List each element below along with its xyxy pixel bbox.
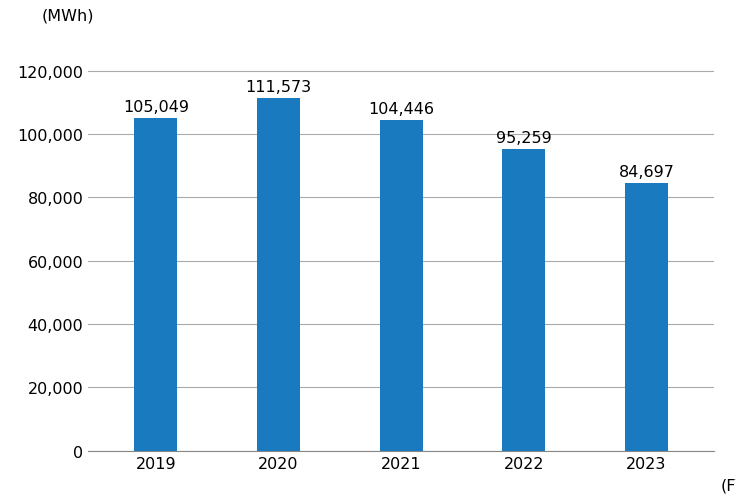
Bar bbox=[257, 98, 300, 451]
Text: (FY): (FY) bbox=[720, 477, 736, 492]
Text: 111,573: 111,573 bbox=[245, 80, 311, 95]
Text: 104,446: 104,446 bbox=[368, 102, 434, 117]
Text: 105,049: 105,049 bbox=[123, 100, 189, 115]
Text: (MWh): (MWh) bbox=[41, 9, 94, 24]
Bar bbox=[625, 183, 668, 451]
Text: 84,697: 84,697 bbox=[618, 164, 674, 179]
Bar bbox=[380, 121, 422, 451]
Bar bbox=[134, 119, 177, 451]
Bar bbox=[502, 150, 545, 451]
Text: 95,259: 95,259 bbox=[496, 131, 552, 146]
